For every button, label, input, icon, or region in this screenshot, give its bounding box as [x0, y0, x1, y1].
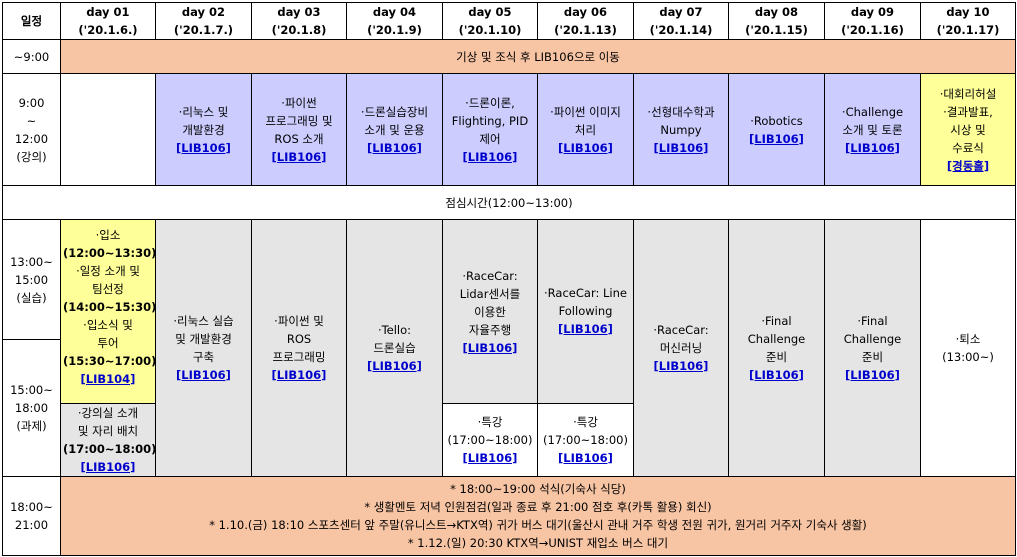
day-header: day 09 ('20.1.16)	[824, 2, 921, 40]
day-header: day 01 ('20.1.6.)	[60, 2, 156, 40]
afternoon-cell: ·파이썬 및 ROS 프로그래밍 [LIB106]	[251, 219, 347, 477]
time-cell: 13:00~ 15:00 (실습)	[2, 219, 61, 340]
lecture-cell: ·파이썬 프로그래밍 및 ROS 소개 [LIB106]	[251, 73, 347, 186]
day-header: day 10 ('20.1.17)	[920, 2, 1016, 40]
lunch-banner: 점심시간(12:00~13:00)	[2, 185, 1016, 220]
header-row: 일정 day 01 ('20.1.6.) day 02 ('20.1.7.) day…	[2, 2, 1016, 40]
homework-row-upper: 15:00~ 18:00 (과제)	[2, 339, 1016, 477]
afternoon-cell: ·Final Challenge 준비 [LIB106]	[728, 219, 825, 477]
time-cell: 15:00~ 18:00 (과제)	[2, 339, 61, 477]
time-cell: 18:00~ 21:00	[2, 476, 61, 556]
day-header: day 02 ('20.1.7.)	[155, 2, 252, 40]
special-lecture-cell: ·특강 (17:00~18:00) [LIB106]	[442, 403, 538, 477]
practice-row: 13:00~ 15:00 (실습) ·입소 (12:00~13:30) ·일정 소개…	[2, 219, 1016, 477]
day-header: day 03 ('20.1.8)	[251, 2, 347, 40]
lecture-cell: ·Challenge 소개 및 토론 [LIB106]	[824, 73, 921, 186]
time-cell: ~9:00	[2, 39, 61, 74]
day01-homework-cell: ·강의실 소개 및 자리 배치 (17:00~18:00) [LIB106]	[60, 403, 156, 477]
lunch-row: 점심시간(12:00~13:00)	[2, 185, 1016, 220]
special-lecture-cell: ·특강 (17:00~18:00) [LIB106]	[537, 403, 634, 477]
day10-afternoon-cell: ·퇴소 (13:00~)	[920, 219, 1016, 477]
lecture-cell: ·Robotics [LIB106]	[728, 73, 825, 186]
evening-note: * 1.10.(금) 18:10 스포츠센터 앞 주말(유니스트→KTX역) 귀…	[209, 518, 867, 532]
day-header: day 07 ('20.1.14)	[633, 2, 729, 40]
evening-notes: * 18:00~19:00 석식(기숙사 식당) * 생활멘토 저녁 인원점검(…	[60, 476, 1016, 556]
afternoon-cell: ·Final Challenge 준비 [LIB106]	[824, 219, 921, 477]
afternoon-cell: ·RaceCar: 머신러닝 [LIB106]	[633, 219, 729, 477]
day-header: day 04 ('20.1.9)	[346, 2, 443, 40]
lecture-row: 9:00 ~12:00 (강의) ·리눅스 및 개발환경 [LIB106] ·파이썬 프로…	[2, 73, 1016, 186]
lecture-cell-empty	[60, 73, 156, 186]
day01-practice-cell: ·입소 (12:00~13:30) ·일정 소개 및 팀선정 (14:00~15…	[60, 219, 156, 404]
day-header: day 08 ('20.1.15)	[728, 2, 825, 40]
wake-banner: 기상 및 조식 후 LIB106으로 이동	[60, 39, 1016, 74]
afternoon-cell: ·Tello: 드론실습 [LIB106]	[346, 219, 443, 477]
lecture-cell: ·대회리허설 ·결과발표, 시상 및 수료식 [경동홀]	[920, 73, 1016, 186]
homework-row-lower: ·강의실 소개 및 자리 배치 (17:00~18:00) [LIB106] ·…	[3, 403, 1016, 477]
lecture-cell: ·리눅스 및 개발환경 [LIB106]	[155, 73, 252, 186]
evening-note: * 18:00~19:00 석식(기숙사 식당)	[450, 482, 626, 496]
corner-header: 일정	[2, 2, 61, 40]
evening-note: * 1.12.(일) 20:30 KTX역→UNIST 재입소 버스 대기	[407, 536, 669, 550]
evening-note: * 생활멘토 저녁 인원점검(일과 종료 후 21:00 점호 후(카톡 활용)…	[364, 500, 712, 514]
wake-row: ~9:00 기상 및 조식 후 LIB106으로 이동	[2, 39, 1016, 74]
afternoon-cell: ·RaceCar: Line Following [LIB106]	[537, 219, 634, 404]
evening-row: 18:00~ 21:00 * 18:00~19:00 석식(기숙사 식당) * 생…	[2, 476, 1016, 556]
lecture-cell: ·드론이론, Flighting, PID 제어 [LIB106]	[442, 73, 538, 186]
time-cell: 9:00 ~12:00 (강의)	[2, 73, 61, 186]
afternoon-cell: ·RaceCar: Lidar센서를 이용한 자율주행 [LIB106]	[442, 219, 538, 404]
lecture-cell: ·파이썬 이미지 처리 [LIB106]	[537, 73, 634, 186]
afternoon-cell: ·리눅스 실습 및 개발환경 구축 [LIB106]	[155, 219, 252, 477]
day-header: day 06 ('20.1.13)	[537, 2, 634, 40]
lecture-cell: ·드론실습장비 소개 및 운용 [LIB106]	[346, 73, 443, 186]
lecture-cell: ·선형대수학과 Numpy [LIB106]	[633, 73, 729, 186]
day-header: day 05 ('20.1.10)	[442, 2, 538, 40]
